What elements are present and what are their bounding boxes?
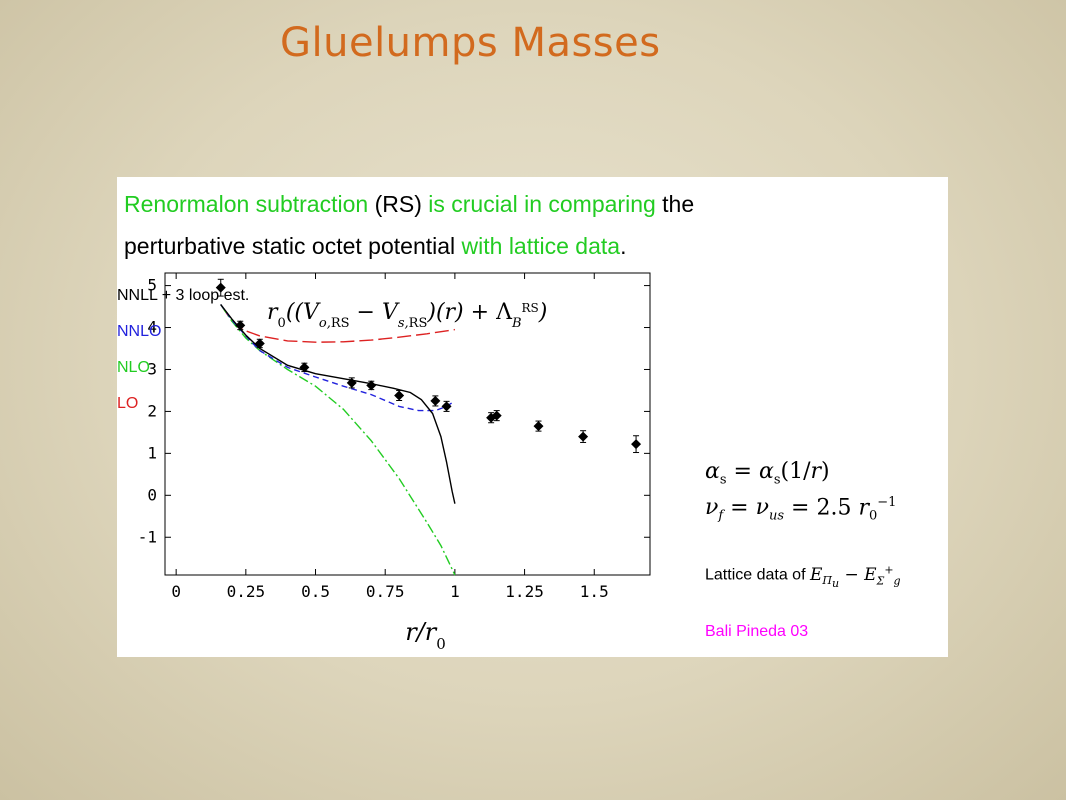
x-axis-label: r/r0	[405, 618, 446, 653]
x-tick-label: 1.5	[580, 582, 609, 601]
data-point	[346, 377, 357, 388]
nu-formula: νf = νus = 2.5 r0−1	[705, 495, 897, 524]
x-tick-label: 0.75	[366, 582, 405, 601]
series-line-nlo	[220, 304, 456, 576]
headline: Renormalon subtraction (RS) is crucial i…	[124, 183, 924, 267]
data-point	[235, 320, 246, 331]
series-line-nnll-3-loop-est-	[220, 304, 456, 504]
legend-item-nnll: NNLL + 3 loop est.	[117, 287, 250, 304]
data-point	[299, 362, 310, 373]
y-tick-label: 3	[147, 359, 157, 378]
lattice-label-text: Lattice data of	[705, 566, 806, 584]
y-tick-label: -1	[138, 527, 157, 546]
alpha-formula: αs = αs(1/r)	[705, 459, 830, 488]
headline-part7: .	[620, 233, 627, 259]
y-tick-label: 1	[147, 443, 157, 462]
legend-item-lo: LO	[117, 395, 139, 412]
reference: Bali Pineda 03	[705, 623, 809, 640]
headline-part3: is crucial in comparing	[421, 191, 656, 217]
headline-part4: the	[655, 191, 695, 217]
y-tick-label: 0	[147, 485, 157, 504]
data-point	[578, 431, 589, 442]
headline-part1: Renormalon subtraction	[124, 191, 375, 217]
data-point	[394, 390, 405, 401]
data-point	[366, 380, 377, 391]
x-tick-label: 0.5	[301, 582, 330, 601]
data-point	[533, 421, 544, 432]
lattice-energy-formula: EΠu − EΣ+g	[809, 563, 901, 591]
x-tick-label: 1	[450, 582, 460, 601]
x-tick-label: 0.25	[227, 582, 266, 601]
legend-item-nnlo: NNLO	[117, 323, 162, 340]
headline-part5: perturbative static octet potential	[124, 233, 462, 259]
headline-part6: with lattice data	[461, 233, 621, 259]
plot-frame	[164, 272, 651, 576]
y-tick-label: 2	[147, 401, 157, 420]
data-point	[215, 282, 226, 293]
headline-part2: (RS)	[374, 191, 422, 217]
y-tick-label: 4	[147, 318, 157, 337]
lattice-label: Lattice data of EΠu − EΣ+g	[705, 563, 901, 590]
y-tick-label: 5	[147, 276, 157, 295]
data-point	[491, 410, 502, 421]
x-tick-label: 1.25	[505, 582, 544, 601]
x-tick-label: 0	[171, 582, 181, 601]
data-point	[254, 338, 265, 349]
data-point	[441, 401, 452, 412]
figure-panel: Renormalon subtraction (RS) is crucial i…	[117, 177, 948, 657]
data-point	[486, 412, 497, 423]
slide-title: Gluelumps Masses	[280, 20, 661, 66]
data-point	[430, 395, 441, 406]
data-point	[631, 439, 642, 450]
legend-item-nlo: NLO	[117, 359, 150, 376]
